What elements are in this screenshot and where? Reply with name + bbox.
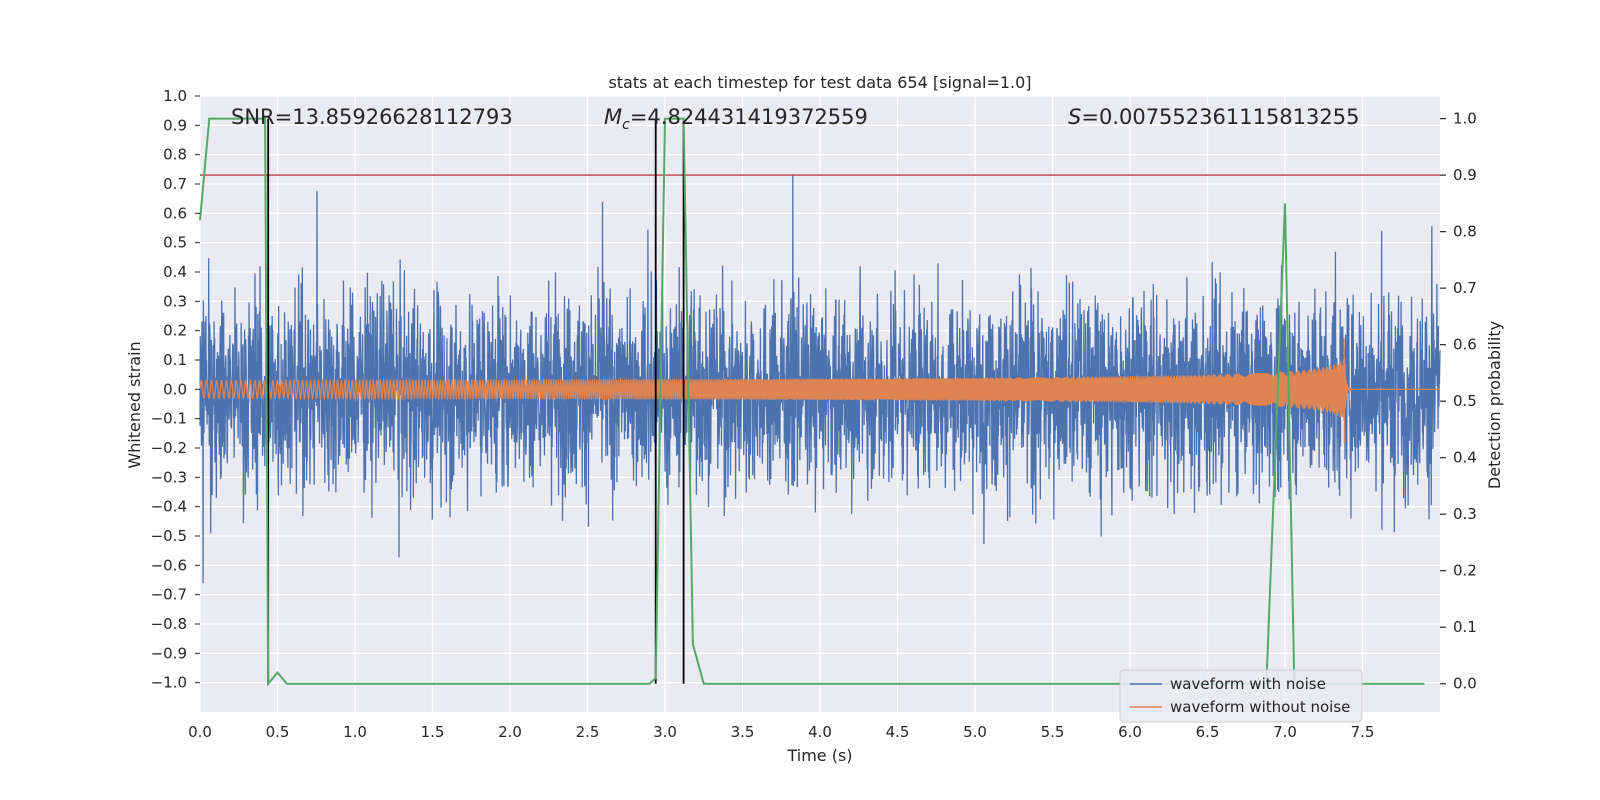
- y-tick-label: −0.2: [151, 439, 187, 457]
- y-tick-label: −1.0: [151, 674, 187, 692]
- x-tick-label: 1.0: [343, 723, 367, 741]
- s-symbol: S: [1068, 105, 1081, 129]
- x-tick-label: 6.5: [1196, 723, 1220, 741]
- x-tick-label: 2.5: [576, 723, 600, 741]
- y-tick-label: 0.3: [163, 292, 187, 310]
- mc-symbol: M: [604, 105, 622, 129]
- legend: waveform with noise waveform without noi…: [1119, 669, 1363, 723]
- y2-tick-label: 0.4: [1453, 449, 1477, 467]
- mc-value: =4.824431419372559: [630, 105, 868, 129]
- x-tick-label: 0.5: [266, 723, 290, 741]
- y-tick-label: 0.6: [163, 204, 187, 222]
- s-annotation: S=0.007552361115813255: [1068, 105, 1359, 129]
- y-tick-label: 0.8: [163, 146, 187, 164]
- y-tick-label: 0.2: [163, 322, 187, 340]
- x-tick-label: 3.0: [653, 723, 677, 741]
- y-tick-label: −0.6: [151, 556, 187, 574]
- chart-title: stats at each timestep for test data 654…: [608, 73, 1031, 92]
- legend-label-clean: waveform without noise: [1170, 698, 1350, 716]
- y2-tick-label: 0.3: [1453, 505, 1477, 523]
- snr-annotation: SNR=13.85926628112793: [231, 105, 513, 129]
- chirp-mass-annotation: Mc=4.824431419372559: [604, 105, 868, 133]
- y2-axis-label: Detection probability: [1485, 321, 1504, 489]
- y-tick-label: 0.7: [163, 175, 187, 193]
- x-tick-label: 0.0: [188, 723, 212, 741]
- y-tick-label: −0.8: [151, 615, 187, 633]
- x-tick-label: 6.0: [1118, 723, 1142, 741]
- x-tick-label: 7.0: [1273, 723, 1297, 741]
- legend-label-noisy: waveform with noise: [1170, 675, 1326, 693]
- y2-tick-label: 0.7: [1453, 279, 1477, 297]
- s-value: =0.007552361115813255: [1081, 105, 1359, 129]
- x-tick-label: 5.5: [1041, 723, 1065, 741]
- y-tick-label: −0.3: [151, 468, 187, 486]
- y2-tick-label: 0.2: [1453, 562, 1477, 580]
- y2-tick-label: 0.1: [1453, 618, 1477, 636]
- mc-subscript: c: [622, 117, 630, 133]
- x-tick-label: 1.5: [421, 723, 445, 741]
- x-tick-label: 3.5: [731, 723, 755, 741]
- y-tick-label: 1.0: [163, 87, 187, 105]
- y-tick-label: 0.0: [163, 380, 187, 398]
- x-tick-label: 4.0: [808, 723, 832, 741]
- y-tick-label: −0.5: [151, 527, 187, 545]
- x-tick-label: 5.0: [963, 723, 987, 741]
- detection-overlay: [199, 117, 1440, 687]
- legend-box: [1119, 669, 1363, 723]
- x-tick-label: 7.5: [1351, 723, 1375, 741]
- y2-tick-label: 0.5: [1453, 392, 1477, 410]
- y-tick-label: −0.7: [151, 586, 187, 604]
- y2-tick-label: 0.6: [1453, 336, 1477, 354]
- y-tick-label: 0.5: [163, 234, 187, 252]
- detection-probability-line: [199, 117, 1425, 687]
- axes: 0.0 0.5 1.0 1.5 2.0 2.5 3.0 3.5 4.0 4.5 5.0 5.5 6.0 6…: [151, 87, 1477, 741]
- y-tick-label: 0.4: [163, 263, 187, 281]
- y2-tick-label: 0.8: [1453, 223, 1477, 241]
- y-tick-label: −0.4: [151, 498, 187, 516]
- y-tick-label: −0.1: [151, 410, 187, 428]
- x-tick-label: 4.5: [886, 723, 910, 741]
- y2-tick-label: 0.0: [1453, 675, 1477, 693]
- y-tick-label: 0.1: [163, 351, 187, 369]
- y-tick-label: 0.9: [163, 116, 187, 134]
- y2-tick-label: 0.9: [1453, 166, 1477, 184]
- y-tick-label: −0.9: [151, 644, 187, 662]
- series-waveform-without-noise: [199, 338, 1440, 443]
- x-tick-label: 2.0: [498, 723, 522, 741]
- y-axis-label: Whitened strain: [125, 341, 144, 468]
- y2-tick-label: 1.0: [1453, 110, 1477, 128]
- clean-waveform-line: [199, 338, 1440, 443]
- x-axis-label: Time (s): [786, 746, 852, 765]
